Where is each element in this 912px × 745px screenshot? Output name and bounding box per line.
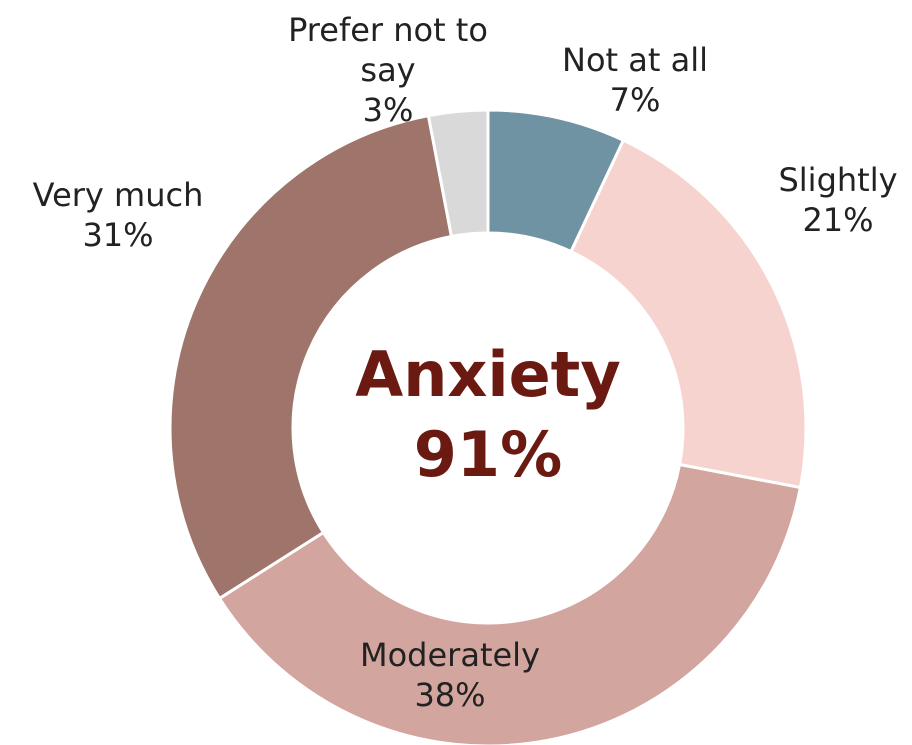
value-label: 3% <box>362 91 414 129</box>
slice <box>569 138 808 490</box>
slice <box>168 113 454 601</box>
slice-label: Very much 31% <box>0 175 248 255</box>
slice-label: Moderately 38% <box>320 635 580 715</box>
category-label: Moderately <box>359 636 540 674</box>
category-label: Not at all <box>562 41 708 79</box>
slice-label: Prefer not to say 3% <box>283 10 493 130</box>
slice-label: Slightly 21% <box>738 160 912 240</box>
category-label: Prefer not to say <box>288 11 488 89</box>
value-label: 21% <box>802 201 874 239</box>
value-label: 38% <box>414 676 486 714</box>
center-subtitle: 91% <box>413 418 563 491</box>
value-label: 7% <box>609 81 661 119</box>
center-title: Anxiety <box>355 338 621 411</box>
value-label: 31% <box>82 216 154 254</box>
slice <box>217 462 803 745</box>
slice-label: Not at all 7% <box>505 40 765 120</box>
slice <box>426 108 490 239</box>
category-label: Slightly <box>778 161 898 199</box>
category-label: Very much <box>32 176 204 214</box>
